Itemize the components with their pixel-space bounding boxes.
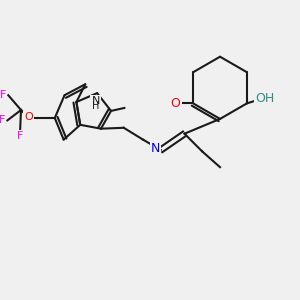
- Text: OH: OH: [256, 92, 275, 105]
- Text: N: N: [92, 96, 100, 106]
- Text: F: F: [17, 131, 23, 141]
- Text: F: F: [0, 116, 5, 125]
- Text: O: O: [170, 97, 180, 110]
- Text: F: F: [0, 90, 6, 100]
- Text: H: H: [92, 100, 99, 111]
- Text: O: O: [24, 112, 33, 122]
- Text: N: N: [151, 142, 160, 155]
